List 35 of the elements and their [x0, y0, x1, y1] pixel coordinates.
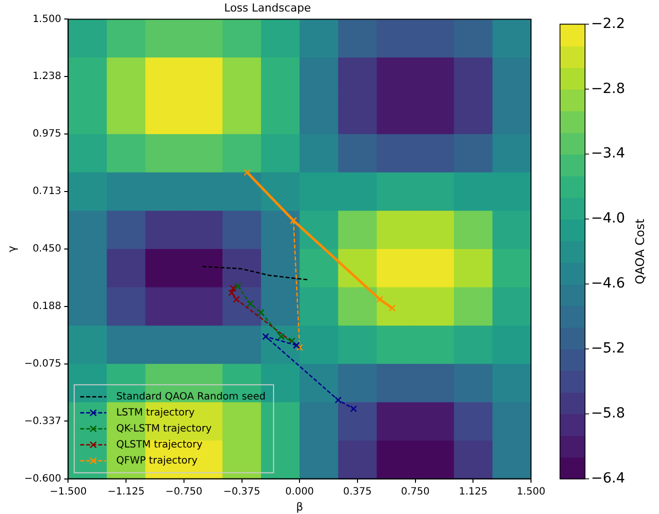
x-tick-label: −1.500 [50, 486, 87, 498]
color-bar-label: −4.0 [591, 210, 625, 227]
color-bar-label: −4.6 [591, 276, 626, 292]
y-tick-label: 1.238 [32, 71, 62, 82]
y-tick-label: 1.500 [32, 14, 62, 25]
color-bar-label: −6.4 [591, 470, 626, 486]
y-tick-label: −0.600 [24, 473, 62, 484]
y-tick-label: 0.188 [32, 300, 62, 312]
x-tick-label: −0.375 [223, 486, 260, 498]
x-axis-title: β [296, 500, 304, 514]
y-axis-title: γ [5, 245, 18, 252]
y-tick-label: 0.450 [32, 244, 62, 255]
legend-label: QFWP trajectory [116, 455, 198, 466]
color-bar-label: −5.2 [591, 340, 625, 357]
legend-label: Standard QAOA Random seed [116, 391, 266, 402]
x-tick-label: 1.500 [516, 486, 546, 498]
color-bar-label: −5.8 [591, 406, 625, 422]
x-tick-label: 0.750 [400, 486, 430, 498]
y-tick-label: −0.337 [24, 416, 62, 427]
y-tick-label: −0.075 [24, 358, 62, 370]
x-tick-label: −0.750 [165, 486, 202, 498]
color-bar-title: QAOA Cost [633, 218, 648, 284]
x-tick-label: 0.375 [343, 486, 372, 498]
chart-title: Loss Landscape [224, 1, 312, 14]
y-tick-label: 0.975 [32, 128, 62, 140]
color-bar-label: −2.8 [591, 80, 625, 97]
color-bar-label: −3.4 [591, 146, 626, 162]
legend-label: LSTM trajectory [116, 407, 195, 418]
y-tick-label: 0.713 [32, 186, 62, 198]
x-tick-label: −1.125 [108, 486, 145, 498]
legend-label: QK-LSTM trajectory [116, 423, 212, 434]
legend-label: QLSTM trajectory [116, 439, 203, 450]
x-tick-label: 1.125 [458, 486, 488, 498]
x-tick-label: 0.000 [285, 486, 314, 498]
color-bar-label: −2.2 [591, 16, 625, 32]
